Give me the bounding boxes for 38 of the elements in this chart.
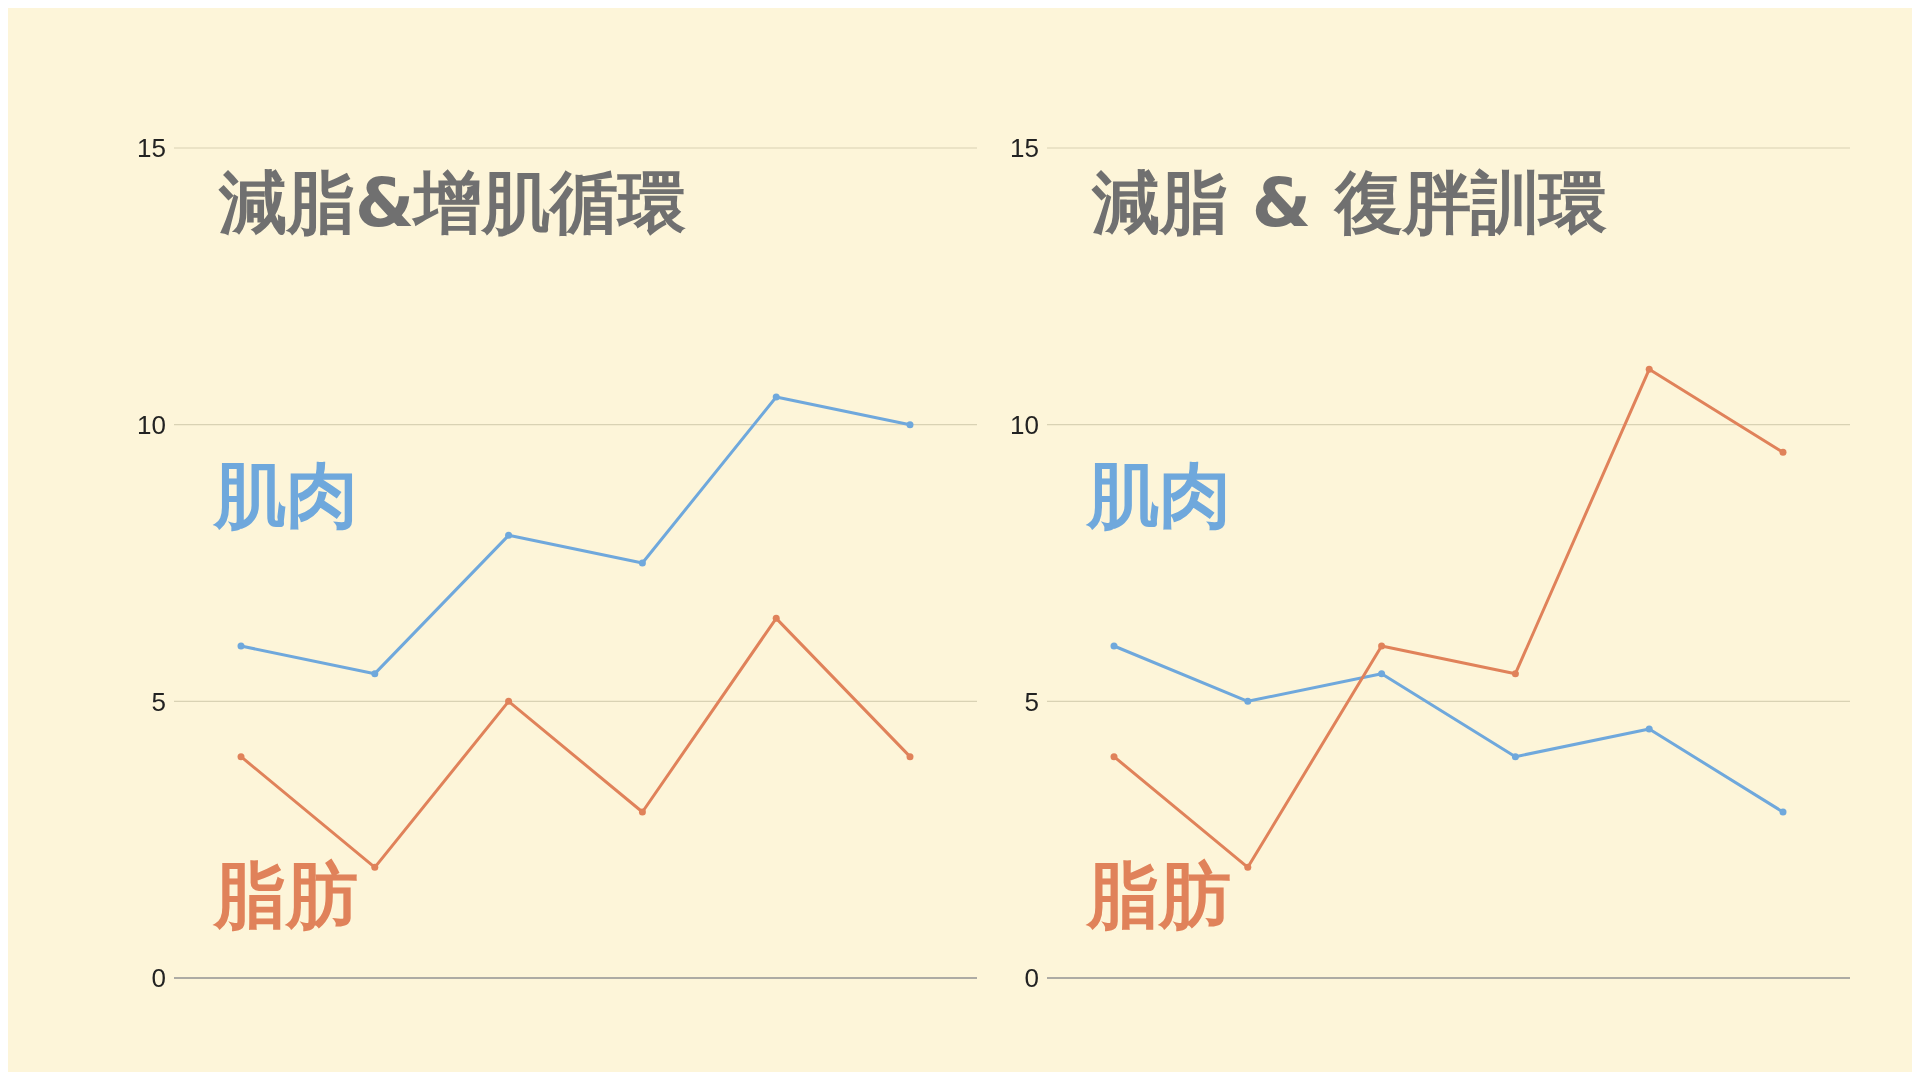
y-tick-label: 0: [151, 963, 166, 994]
point: [1378, 642, 1386, 650]
y-tick-label: 5: [151, 686, 166, 717]
point: [638, 808, 646, 816]
point: [906, 421, 914, 429]
point: [1110, 642, 1118, 650]
series-label: 肌肉: [214, 452, 358, 539]
point: [237, 753, 245, 761]
point: [1511, 753, 1519, 761]
point: [505, 531, 513, 539]
series-label: 脂肪: [1087, 852, 1231, 939]
point: [371, 863, 379, 871]
point: [1244, 697, 1252, 705]
point: [638, 559, 646, 567]
series-label: 肌肉: [1087, 452, 1231, 539]
point: [772, 393, 780, 401]
point: [1378, 670, 1386, 678]
chart-title: 減脂&增肌循環: [219, 162, 687, 244]
point: [1244, 863, 1252, 871]
point: [1645, 725, 1653, 733]
chart-title: 減脂 & 復胖訓環: [1092, 162, 1607, 244]
y-tick-label: 15: [137, 133, 166, 164]
point: [505, 697, 513, 705]
point: [772, 614, 780, 622]
y-tick-label: 10: [137, 409, 166, 440]
point: [906, 753, 914, 761]
y-tick-label: 10: [1010, 409, 1039, 440]
point: [1645, 365, 1653, 373]
point: [237, 642, 245, 650]
point: [1779, 808, 1787, 816]
point: [1110, 753, 1118, 761]
y-tick-label: 0: [1024, 963, 1039, 994]
point: [371, 670, 379, 678]
series-label: 脂肪: [214, 852, 358, 939]
point: [1511, 670, 1519, 678]
point: [1779, 448, 1787, 456]
y-tick-label: 5: [1024, 686, 1039, 717]
y-tick-label: 15: [1010, 133, 1039, 164]
